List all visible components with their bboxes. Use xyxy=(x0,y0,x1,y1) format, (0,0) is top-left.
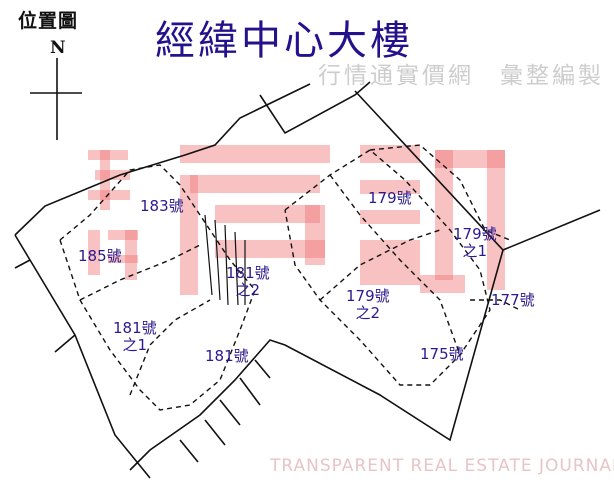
lot-label: 175號 xyxy=(420,346,464,363)
lot-number: 179號 xyxy=(368,189,412,207)
legend-title: 位置圖 xyxy=(18,10,79,32)
lot-sub-number: 之2 xyxy=(235,281,261,299)
north-label: N xyxy=(50,38,66,58)
lot-label: 177號 xyxy=(491,292,535,309)
road-west xyxy=(14,234,151,479)
lot-label: 179號 之2 xyxy=(346,288,390,322)
lot-label: 181號 之2 xyxy=(226,265,270,299)
lot-label: 179號 之1 xyxy=(453,226,497,260)
lot-number: 181號 xyxy=(205,347,249,365)
lot-number: 181號 xyxy=(113,319,157,337)
page-title: 經緯中心大樓 xyxy=(155,18,413,64)
road-north xyxy=(14,83,311,236)
lot-sub-number: 之2 xyxy=(355,304,381,322)
road-southeast xyxy=(129,249,504,471)
road-notch xyxy=(259,81,371,135)
lot-label: 185號 xyxy=(78,248,122,265)
watermark-english: TRANSPARENT REAL ESTATE JOURNAL xyxy=(270,456,614,476)
lot-label: 181號 xyxy=(205,348,249,365)
lot-number: 185號 xyxy=(78,247,122,265)
watermark-chinese: 行情通實價網 彙整編製 xyxy=(318,63,604,89)
lot-label: 181號 之1 xyxy=(113,320,157,354)
lot-number: 181號 xyxy=(226,264,270,282)
lot-number: 179號 xyxy=(453,225,497,243)
lot-sub-number: 之1 xyxy=(122,336,148,354)
lot-number: 183號 xyxy=(140,197,184,215)
lot-number: 175號 xyxy=(420,345,464,363)
lot-sub-number: 之1 xyxy=(462,242,488,260)
lot-number: 177號 xyxy=(491,291,535,309)
lot-number: 179號 xyxy=(346,287,390,305)
lot-label: 179號 xyxy=(368,190,412,207)
lot-label: 183號 xyxy=(140,198,184,215)
